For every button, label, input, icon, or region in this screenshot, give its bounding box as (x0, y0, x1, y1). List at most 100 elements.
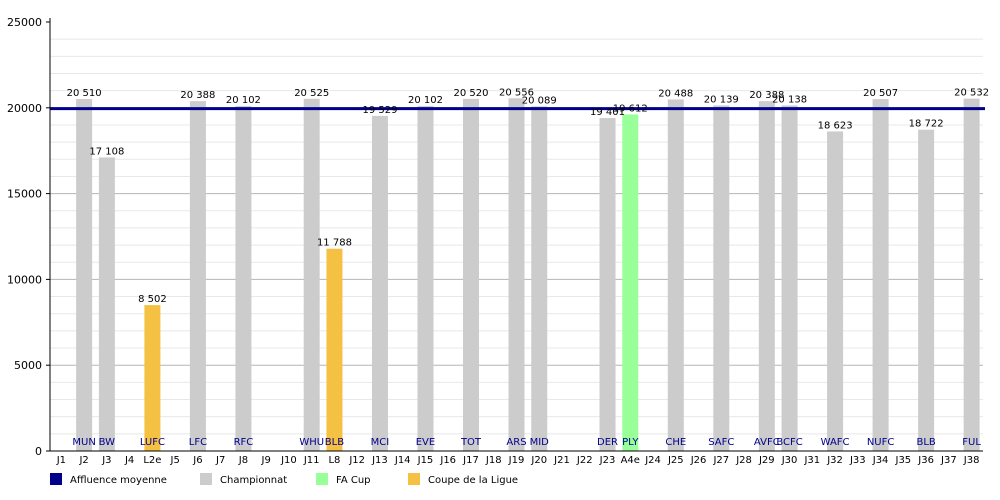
bar-J25 (667, 99, 684, 452)
value-label: 19 612 (613, 103, 648, 114)
value-label: 20 510 (67, 88, 102, 99)
x-tick-label: J15 (417, 455, 434, 466)
team-label: MUN (72, 437, 95, 448)
team-label: NUFC (867, 437, 895, 448)
x-tick-label: J5 (170, 455, 180, 466)
bar-J27 (713, 105, 730, 451)
x-tick-label: J4 (124, 455, 134, 466)
bar-J29 (758, 101, 775, 452)
bar-J17 (462, 98, 479, 451)
x-tick-label: J3 (101, 455, 111, 466)
y-tick-label: 15000 (7, 188, 42, 201)
x-tick-label: J9 (261, 455, 271, 466)
x-tick-label: J7 (215, 455, 225, 466)
value-label: 19 401 (590, 107, 625, 118)
bar-L2e (144, 305, 161, 451)
x-tick-label: J17 (462, 455, 479, 466)
bar-J13 (371, 115, 388, 452)
x-tick-label: J23 (599, 455, 616, 466)
x-tick-label: J12 (348, 455, 365, 466)
x-tick-label: J32 (826, 455, 843, 466)
value-label: 20 102 (226, 95, 261, 106)
team-label: AVFC (754, 437, 780, 448)
bar-J34 (872, 99, 889, 451)
value-label: 20 525 (294, 88, 329, 99)
legend: Affluence moyenne Championnat FA Cup Coupe … (50, 473, 518, 486)
y-tick-label: 5000 (14, 359, 42, 372)
value-label: 11 788 (317, 238, 352, 249)
value-label: 19 529 (362, 105, 397, 116)
x-tick-label: J6 (192, 455, 202, 466)
x-tick-label: J24 (644, 455, 661, 466)
bar-J8 (235, 106, 252, 451)
value-label: 20 139 (704, 94, 739, 105)
x-tick-label: J33 (849, 455, 866, 466)
team-label: WAFC (821, 437, 850, 448)
x-tick-label: J34 (872, 455, 889, 466)
x-tick-label: J16 (439, 455, 456, 466)
legend-swatch (200, 473, 212, 485)
team-label: MID (530, 437, 550, 448)
bar-J11 (303, 98, 320, 451)
legend-label: Championnat (220, 475, 287, 486)
value-label: 18 623 (818, 120, 853, 131)
y-tick-label: 0 (35, 445, 42, 458)
x-tick-label: J31 (803, 455, 820, 466)
x-tick-label: L8 (328, 455, 340, 466)
x-tick-label: J10 (280, 455, 297, 466)
team-label: RFC (234, 437, 254, 448)
bar-J36 (918, 129, 935, 452)
bar-J20 (531, 106, 548, 451)
x-tick-label: A4e (621, 455, 640, 466)
bars (76, 98, 980, 452)
team-label: LUFC (140, 437, 165, 448)
x-tick-label: J30 (781, 455, 798, 466)
bar-J6 (189, 101, 206, 452)
y-tick-label: 25000 (7, 16, 42, 29)
legend-swatch (316, 473, 328, 485)
team-label: EVE (416, 437, 435, 448)
team-label: WHU (299, 437, 324, 448)
value-label: 20 089 (522, 95, 557, 106)
team-label: TOT (460, 437, 482, 448)
x-tick-label: L2e (143, 455, 161, 466)
x-tick-label: J8 (238, 455, 248, 466)
x-tick-label: J27 (712, 455, 729, 466)
bar-J19 (508, 98, 525, 452)
team-label: BCFC (776, 437, 802, 448)
bar-J3 (98, 157, 115, 451)
value-label: 20 388 (749, 90, 784, 101)
x-tick-label: J38 (963, 455, 980, 466)
x-tick-label: J28 (735, 455, 752, 466)
team-label: BLB (916, 437, 935, 448)
team-label: ARS (506, 437, 526, 448)
value-label: 20 520 (453, 88, 488, 99)
x-tick-label: J37 (940, 455, 957, 466)
bar-L8 (326, 248, 343, 451)
bar-A4e (622, 114, 639, 452)
x-tick-label: J35 (895, 455, 912, 466)
x-tick-label: J2 (78, 455, 88, 466)
team-label: LFC (189, 437, 207, 448)
team-label: MCI (371, 437, 390, 448)
team-label: FUL (962, 437, 981, 448)
team-label: PLY (622, 437, 639, 448)
value-label: 20 532 (954, 88, 989, 99)
x-tick-label: J11 (303, 455, 320, 466)
axes: 0 5000 10000 15000 20000 25000 J1 J2 J3 J4 L2e J5 J6… (7, 16, 983, 466)
bar-J30 (781, 105, 798, 452)
y-tick-label: 10000 (7, 273, 42, 286)
team-label: BW (99, 437, 116, 448)
bar-J15 (417, 106, 434, 451)
legend-swatch (50, 473, 62, 485)
y-tick-label: 20000 (7, 102, 42, 115)
x-tick-label: J36 (917, 455, 934, 466)
labels: 20 510 MUN 17 108 BW 8 502 LUFC 20 388 LFC 20 10… (67, 87, 989, 448)
bar-J23 (599, 118, 616, 451)
value-label: 20 488 (658, 88, 693, 99)
legend-label: FA Cup (336, 475, 371, 486)
x-tick-label: J25 (667, 455, 684, 466)
team-label: DER (597, 437, 618, 448)
x-tick-label: J13 (371, 455, 388, 466)
